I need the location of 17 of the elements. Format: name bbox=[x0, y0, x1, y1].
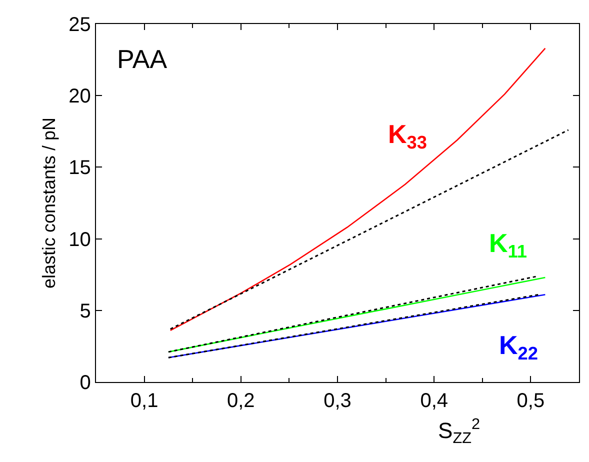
x-tick-label: 0,4 bbox=[420, 390, 448, 412]
x-tick-label: 0,1 bbox=[130, 390, 158, 412]
x-tick-label: 0,5 bbox=[516, 390, 545, 412]
x-tick-label: 0,3 bbox=[324, 390, 352, 412]
x-tick-label: 0,2 bbox=[226, 390, 255, 412]
series-label: K$_{22}$ bbox=[499, 330, 538, 364]
y-axis-title: elastic constants / pN bbox=[38, 117, 59, 289]
series-label: K$_{11}$ bbox=[489, 228, 528, 262]
y-tick-label: 15 bbox=[68, 157, 91, 180]
y-tick-label: 25 bbox=[68, 14, 91, 36]
y-tick-label: 20 bbox=[68, 86, 91, 108]
y-tick-label: 10 bbox=[68, 228, 91, 251]
y-tick-label: 0 bbox=[80, 372, 91, 394]
series-label: K$_{33}$ bbox=[388, 119, 428, 152]
annotation: PAA bbox=[117, 44, 168, 74]
line-series bbox=[170, 48, 546, 332]
y-tick-label: 5 bbox=[80, 300, 91, 322]
